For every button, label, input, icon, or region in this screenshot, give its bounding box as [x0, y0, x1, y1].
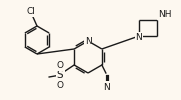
Text: Cl: Cl: [27, 7, 35, 16]
Text: O: O: [57, 80, 64, 90]
Text: S: S: [57, 70, 64, 80]
Text: N: N: [136, 33, 142, 42]
Text: NH: NH: [158, 10, 172, 19]
Text: N: N: [85, 36, 91, 46]
Text: O: O: [57, 60, 64, 70]
Text: N: N: [104, 82, 110, 92]
